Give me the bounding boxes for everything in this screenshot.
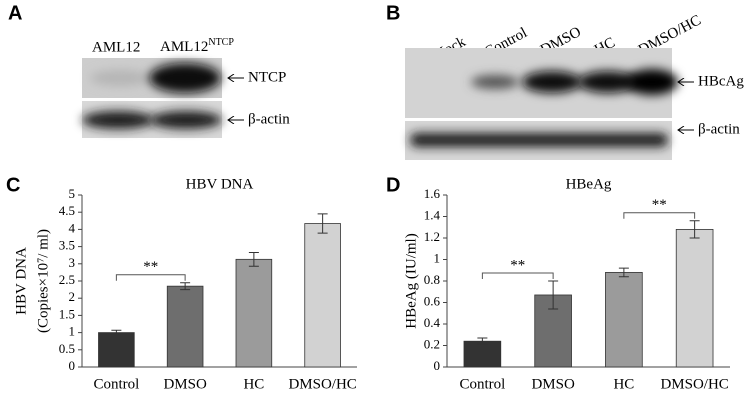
panel-label: D	[386, 174, 400, 196]
error-bar	[618, 267, 629, 278]
x-tick-label: DMSO/HC	[660, 376, 728, 392]
lane-label: AML12NTCP	[160, 37, 234, 55]
y-tick-label: 1.4	[424, 207, 441, 222]
bar	[304, 223, 341, 368]
y-tick-label: 0	[69, 358, 76, 373]
y-tick-label: 1.2	[424, 229, 440, 244]
y-tick-label: 0.2	[424, 336, 440, 351]
y-tick-label: 1.5	[59, 306, 75, 321]
significance-bracket	[623, 212, 696, 219]
band-label: β-actin	[248, 111, 290, 127]
x-tick-label: Control	[459, 376, 505, 392]
y-tick-label: 2.5	[59, 272, 75, 287]
y-axis-label: HBV DNA	[13, 247, 29, 315]
panel-label: A	[8, 2, 22, 24]
y-axis-label: HBeAg (IU/ml)	[403, 233, 419, 328]
x-tick-label: HC	[243, 376, 264, 392]
y-tick-label: 2	[69, 289, 76, 304]
x-tick-label: HC	[613, 376, 634, 392]
error-bar	[180, 282, 191, 291]
y-tick-label: 0.6	[424, 293, 441, 308]
y-axis-label: (Copies×10⁷/ ml)	[35, 229, 51, 333]
band-label: HBcAg	[698, 73, 744, 89]
significance-bracket	[481, 272, 554, 279]
bar	[605, 271, 643, 368]
bar	[166, 285, 204, 368]
y-tick-label: 3	[69, 255, 76, 270]
y-tick-label: 4.5	[59, 203, 75, 218]
bar	[98, 332, 135, 368]
error-bar	[689, 220, 700, 239]
y-tick-label: 3.5	[59, 238, 75, 253]
y-tick-label: 1.6	[424, 186, 441, 201]
y-tick-label: 1	[69, 324, 76, 339]
error-bar	[111, 329, 122, 336]
y-tick-label: 5	[69, 186, 76, 201]
significance-bracket	[115, 274, 186, 281]
band-label: NTCP	[248, 69, 286, 85]
error-bar	[548, 280, 559, 310]
error-bar	[248, 251, 259, 267]
panel-label: C	[6, 174, 20, 196]
x-tick-label: DMSO	[531, 376, 575, 392]
y-tick-label: 4	[69, 220, 76, 235]
lane-label: AML12	[92, 39, 140, 55]
bar	[235, 258, 273, 368]
x-tick-label: DMSO/HC	[288, 376, 356, 392]
blot-b: Mock Control DMSO HC DMSO/HC HBcAg β-act…	[405, 12, 744, 160]
panel-label: B	[386, 2, 400, 24]
significance-label: **	[652, 197, 667, 213]
y-tick-label: 0.4	[424, 315, 441, 330]
y-tick-label: 0.5	[59, 341, 75, 356]
bar	[675, 228, 714, 368]
y-tick-label: 0.8	[424, 272, 440, 287]
chart-title: HBeAg	[566, 176, 612, 192]
x-tick-label: DMSO	[163, 376, 207, 392]
y-tick-label: 1	[434, 250, 441, 265]
band-label: β-actin	[698, 121, 740, 137]
significance-label: **	[510, 257, 525, 273]
x-tick-label: Control	[93, 376, 139, 392]
blot-a: AML12 AML12NTCP NTCP β-actin	[82, 37, 290, 138]
error-bar	[317, 213, 328, 234]
bar	[463, 340, 502, 368]
y-tick-label: 0	[434, 358, 441, 373]
error-bar	[477, 337, 488, 345]
significance-label: **	[143, 259, 158, 275]
chart-title: HBV DNA	[186, 176, 254, 192]
